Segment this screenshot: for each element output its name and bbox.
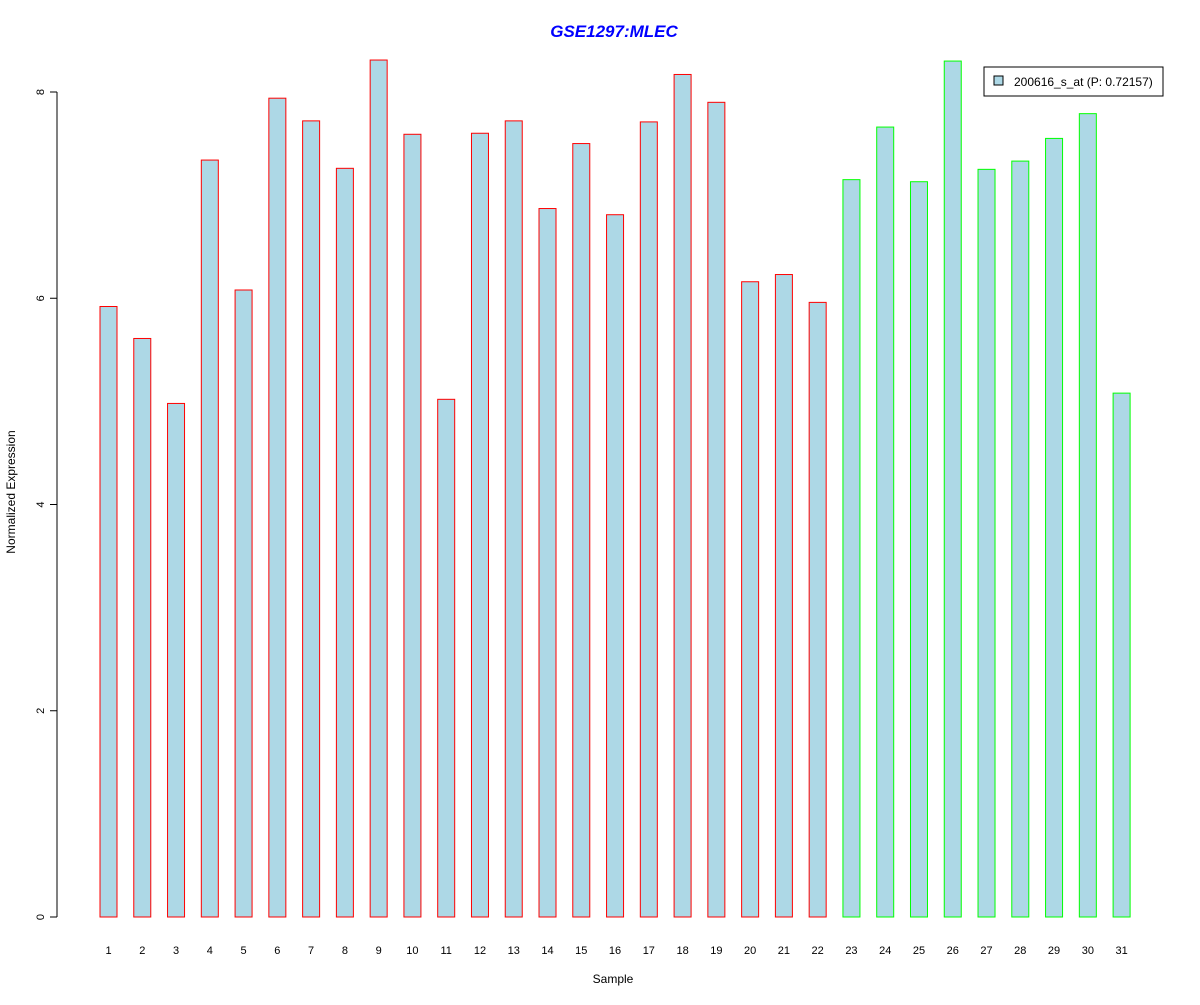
x-tick-label: 4 — [207, 945, 213, 957]
bar-sample-27 — [977, 168, 996, 918]
bar-sample-26 — [943, 60, 962, 918]
x-tick-label: 18 — [676, 945, 688, 957]
x-tick-label: 9 — [376, 945, 382, 957]
bar-sample-12 — [470, 132, 489, 918]
x-tick-label: 21 — [778, 945, 790, 957]
bar-sample-23 — [842, 179, 861, 918]
bar-sample-31 — [1112, 392, 1131, 918]
bar-sample-13 — [504, 120, 523, 918]
bar-sample-6 — [268, 97, 287, 918]
y-tick-label: 8 — [35, 89, 47, 95]
bar-sample-5 — [234, 289, 253, 918]
bar-sample-8 — [335, 167, 354, 918]
x-axis-label: Sample — [593, 972, 634, 986]
bar-sample-10 — [403, 133, 422, 918]
x-tick-label: 10 — [406, 945, 418, 957]
bar-sample-21 — [774, 274, 793, 918]
x-tick-label: 13 — [508, 945, 520, 957]
legend-label: 200616_s_at (P: 0.72157) — [1014, 75, 1153, 89]
bar-sample-25 — [909, 181, 928, 918]
bar-sample-18 — [673, 73, 692, 918]
x-tick-label: 7 — [308, 945, 314, 957]
bar-sample-20 — [741, 281, 760, 918]
legend-swatch — [993, 75, 1004, 86]
x-tick-label: 24 — [879, 945, 891, 957]
x-tick-label: 22 — [812, 945, 824, 957]
bar-sample-29 — [1045, 137, 1064, 918]
x-tick-label: 17 — [643, 945, 655, 957]
bar-sample-14 — [538, 208, 557, 918]
x-tick-label: 3 — [173, 945, 179, 957]
legend-box — [983, 66, 1164, 97]
x-tick-label: 20 — [744, 945, 756, 957]
chart-title: GSE1297:MLEC — [550, 22, 678, 41]
x-tick-label: 26 — [947, 945, 959, 957]
bar-sample-28 — [1011, 160, 1030, 918]
bar-sample-17 — [639, 121, 658, 918]
x-tick-label: 6 — [274, 945, 280, 957]
bar-sample-24 — [876, 126, 895, 918]
y-axis-ticks: 0 2 4 6 8 — [35, 89, 57, 920]
bar-sample-16 — [606, 214, 625, 918]
bar-sample-4 — [200, 159, 219, 918]
x-tick-label: 2 — [139, 945, 145, 957]
bar-sample-2 — [133, 337, 152, 918]
bar-sample-19 — [707, 101, 726, 918]
y-tick-label: 6 — [35, 295, 47, 301]
x-tick-label: 23 — [845, 945, 857, 957]
y-axis-label: Normalized Expression — [4, 430, 18, 553]
bar-sample-11 — [437, 398, 456, 918]
x-tick-label: 29 — [1048, 945, 1060, 957]
bar-sample-3 — [167, 402, 186, 918]
x-tick-label: 27 — [980, 945, 992, 957]
y-tick-label: 2 — [35, 708, 47, 714]
x-tick-label: 15 — [575, 945, 587, 957]
x-tick-label: 25 — [913, 945, 925, 957]
x-tick-label: 30 — [1082, 945, 1094, 957]
y-tick-label: 0 — [35, 914, 47, 920]
bars-group — [99, 59, 1131, 918]
legend: 200616_s_at (P: 0.72157) — [983, 66, 1164, 97]
bar-sample-7 — [302, 120, 321, 918]
bar-sample-1 — [99, 306, 118, 918]
x-tick-label: 28 — [1014, 945, 1026, 957]
x-tick-label: 12 — [474, 945, 486, 957]
y-tick-label: 4 — [35, 501, 47, 507]
x-axis-tick-labels: 1 2 3 4 5 6 7 8 9 10 11 12 13 14 15 16 17 18 19 20 21 22 23 24 2… — [105, 945, 1127, 957]
bar-sample-15 — [572, 143, 591, 918]
x-tick-label: 16 — [609, 945, 621, 957]
x-tick-label: 19 — [710, 945, 722, 957]
bar-sample-30 — [1078, 113, 1097, 918]
bar-sample-9 — [369, 59, 388, 918]
x-tick-label: 31 — [1115, 945, 1127, 957]
bar-sample-22 — [808, 301, 827, 918]
x-tick-label: 5 — [241, 945, 247, 957]
x-tick-label: 1 — [105, 945, 111, 957]
x-tick-label: 14 — [541, 945, 553, 957]
x-tick-label: 8 — [342, 945, 348, 957]
x-tick-label: 11 — [440, 945, 451, 957]
